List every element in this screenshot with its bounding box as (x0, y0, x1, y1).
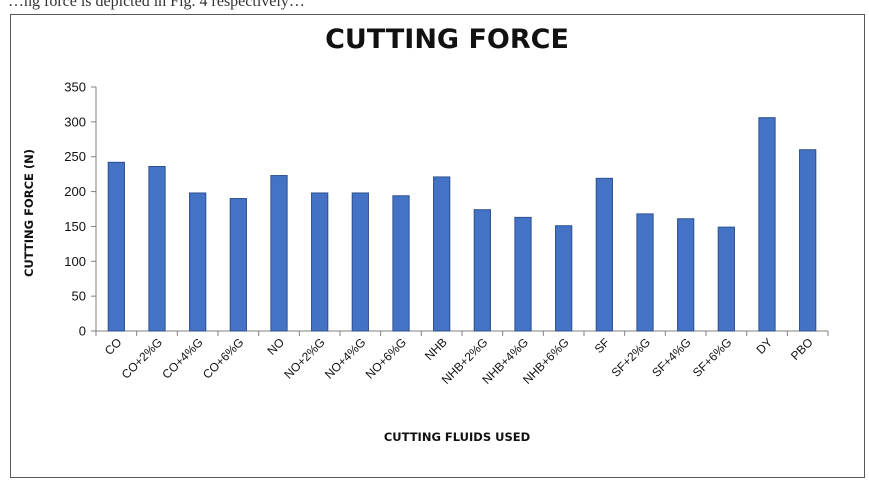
category-label: DY (753, 335, 775, 357)
y-tick-label: 150 (64, 219, 86, 234)
y-tick-label: 50 (72, 289, 86, 304)
bar (514, 216, 532, 332)
bar (758, 117, 776, 332)
bar (595, 177, 613, 332)
bar (351, 192, 369, 332)
bar (148, 165, 166, 332)
bar (433, 176, 451, 332)
category-label: SF+6%G (690, 335, 735, 380)
bar (311, 192, 329, 332)
bar (392, 195, 410, 332)
y-tick-label: 250 (64, 149, 86, 164)
category-label: CO+2%G (119, 335, 165, 381)
y-tick-label: 200 (64, 184, 86, 199)
y-axis: 0 50 100 150 200 250 300 350 (64, 80, 97, 339)
y-tick-label: 350 (64, 80, 86, 95)
caption-strip: …ng force is depicted in Fig. 4 respecti… (0, 0, 869, 16)
category-label: CO (102, 335, 125, 358)
y-tick-label: 0 (79, 324, 86, 339)
chart-title: CUTTING FORCE (325, 24, 569, 55)
bar (799, 149, 817, 332)
y-tick-label: 300 (64, 114, 86, 129)
caption-text: …ng force is depicted in Fig. 4 respecti… (8, 0, 305, 10)
bar (473, 209, 491, 332)
bar (677, 218, 695, 332)
bar (717, 226, 735, 332)
category-label: NHB (422, 335, 450, 363)
category-label: NO+4%G (322, 335, 368, 381)
bar (189, 192, 207, 332)
y-axis-title: CUTTING FORCE (N) (22, 149, 36, 277)
x-axis-title: CUTTING FLUIDS USED (384, 430, 530, 444)
y-tick-label: 100 (64, 254, 86, 269)
bar (636, 213, 654, 332)
category-label: SF+4%G (649, 335, 694, 380)
category-label: NO+6%G (363, 335, 409, 381)
x-axis (95, 330, 829, 336)
bar (270, 175, 288, 332)
category-label: NO+2%G (281, 335, 327, 381)
bar (555, 225, 573, 332)
bars (107, 117, 817, 332)
category-label: CO+4%G (159, 335, 205, 381)
category-label: SF (592, 335, 613, 356)
category-label: CO+6%G (200, 335, 246, 381)
bar (107, 161, 125, 332)
category-label: NO (264, 335, 287, 358)
category-label: SF+2%G (609, 335, 654, 380)
category-label: PBO (788, 335, 816, 363)
bar (229, 198, 247, 332)
